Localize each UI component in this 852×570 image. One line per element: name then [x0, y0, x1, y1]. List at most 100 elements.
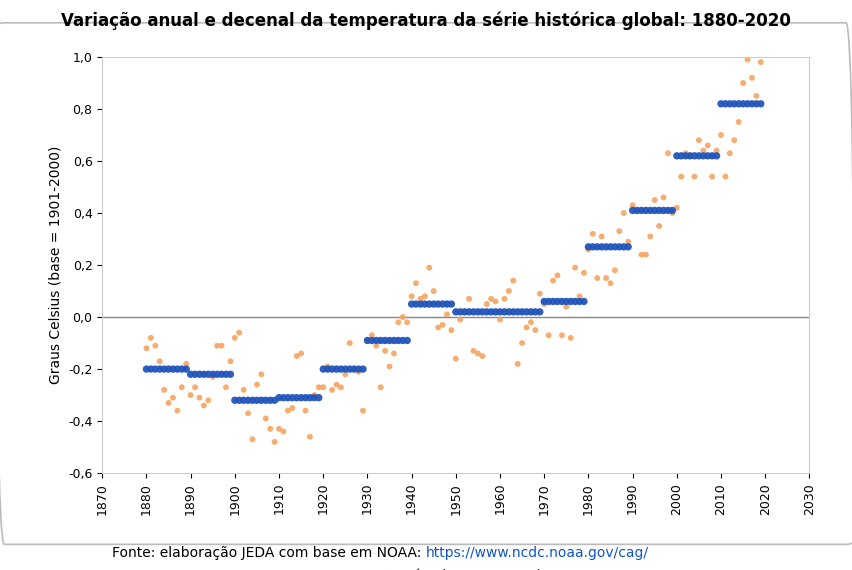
Point: [140, 344, 153, 353]
Point: [675, 172, 688, 181]
Point: [312, 382, 325, 392]
Point: [170, 406, 184, 415]
Point: [657, 193, 671, 202]
Point: [599, 242, 613, 251]
Point: [255, 396, 268, 405]
Point: [718, 172, 732, 181]
Point: [215, 341, 228, 350]
Point: [718, 99, 732, 108]
Point: [241, 396, 255, 405]
Point: [360, 336, 374, 345]
Point: [573, 297, 586, 306]
Point: [697, 151, 711, 160]
Point: [679, 149, 693, 158]
Point: [352, 365, 366, 374]
Point: [493, 307, 507, 316]
Point: [688, 151, 701, 160]
Point: [515, 307, 529, 316]
Point: [294, 393, 308, 402]
Point: [445, 325, 458, 335]
Point: [303, 393, 317, 402]
Point: [348, 365, 361, 374]
Point: [175, 365, 188, 374]
Point: [431, 323, 445, 332]
Point: [683, 151, 697, 160]
Point: [299, 393, 313, 402]
Point: [511, 307, 525, 316]
Point: [653, 206, 666, 215]
Point: [604, 242, 618, 251]
Point: [334, 382, 348, 392]
Point: [188, 382, 202, 392]
Point: [285, 404, 299, 413]
Point: [617, 209, 630, 218]
Point: [445, 299, 458, 308]
Point: [343, 365, 356, 374]
Point: [577, 297, 590, 306]
Point: [573, 292, 586, 301]
Point: [409, 279, 423, 288]
Point: [675, 151, 688, 160]
Point: [365, 331, 378, 340]
Point: [467, 347, 481, 356]
Point: [463, 294, 476, 303]
Point: [170, 365, 184, 374]
Point: [550, 297, 564, 306]
Point: [538, 299, 551, 308]
Point: [458, 307, 471, 316]
Point: [423, 263, 436, 272]
Point: [661, 149, 675, 158]
Point: [237, 385, 250, 394]
Point: [210, 370, 224, 379]
Point: [564, 333, 578, 343]
Point: [493, 315, 507, 324]
Point: [158, 385, 171, 394]
Point: [550, 271, 564, 280]
Point: [626, 206, 640, 215]
Point: [228, 396, 242, 405]
Point: [409, 299, 423, 308]
Point: [489, 297, 503, 306]
Point: [219, 370, 233, 379]
Point: [255, 370, 268, 379]
Point: [290, 393, 303, 402]
Point: [670, 203, 683, 213]
Point: [158, 365, 171, 374]
Point: [360, 336, 374, 345]
Point: [383, 336, 396, 345]
Point: [202, 396, 216, 405]
Point: [502, 307, 515, 316]
Point: [299, 406, 313, 415]
Point: [184, 370, 198, 379]
Point: [665, 209, 679, 218]
Point: [180, 365, 193, 374]
Point: [427, 287, 440, 296]
Point: [582, 242, 596, 251]
Point: [413, 294, 427, 303]
Point: [560, 297, 573, 306]
Point: [643, 206, 657, 215]
Point: [285, 393, 299, 402]
Point: [657, 206, 671, 215]
Point: [533, 307, 547, 316]
Point: [524, 317, 538, 327]
Point: [692, 136, 705, 145]
Point: [418, 292, 432, 301]
Point: [630, 206, 644, 215]
Point: [197, 370, 210, 379]
Point: [670, 151, 683, 160]
Point: [710, 146, 723, 155]
Point: [219, 382, 233, 392]
Point: [290, 352, 303, 361]
Point: [228, 333, 242, 343]
Point: [723, 149, 737, 158]
Point: [568, 263, 582, 272]
Point: [635, 206, 648, 215]
Point: [750, 99, 763, 108]
Point: [723, 99, 737, 108]
Point: [528, 325, 542, 335]
Point: [188, 370, 202, 379]
Point: [750, 91, 763, 100]
Point: [233, 396, 246, 405]
Point: [528, 307, 542, 316]
